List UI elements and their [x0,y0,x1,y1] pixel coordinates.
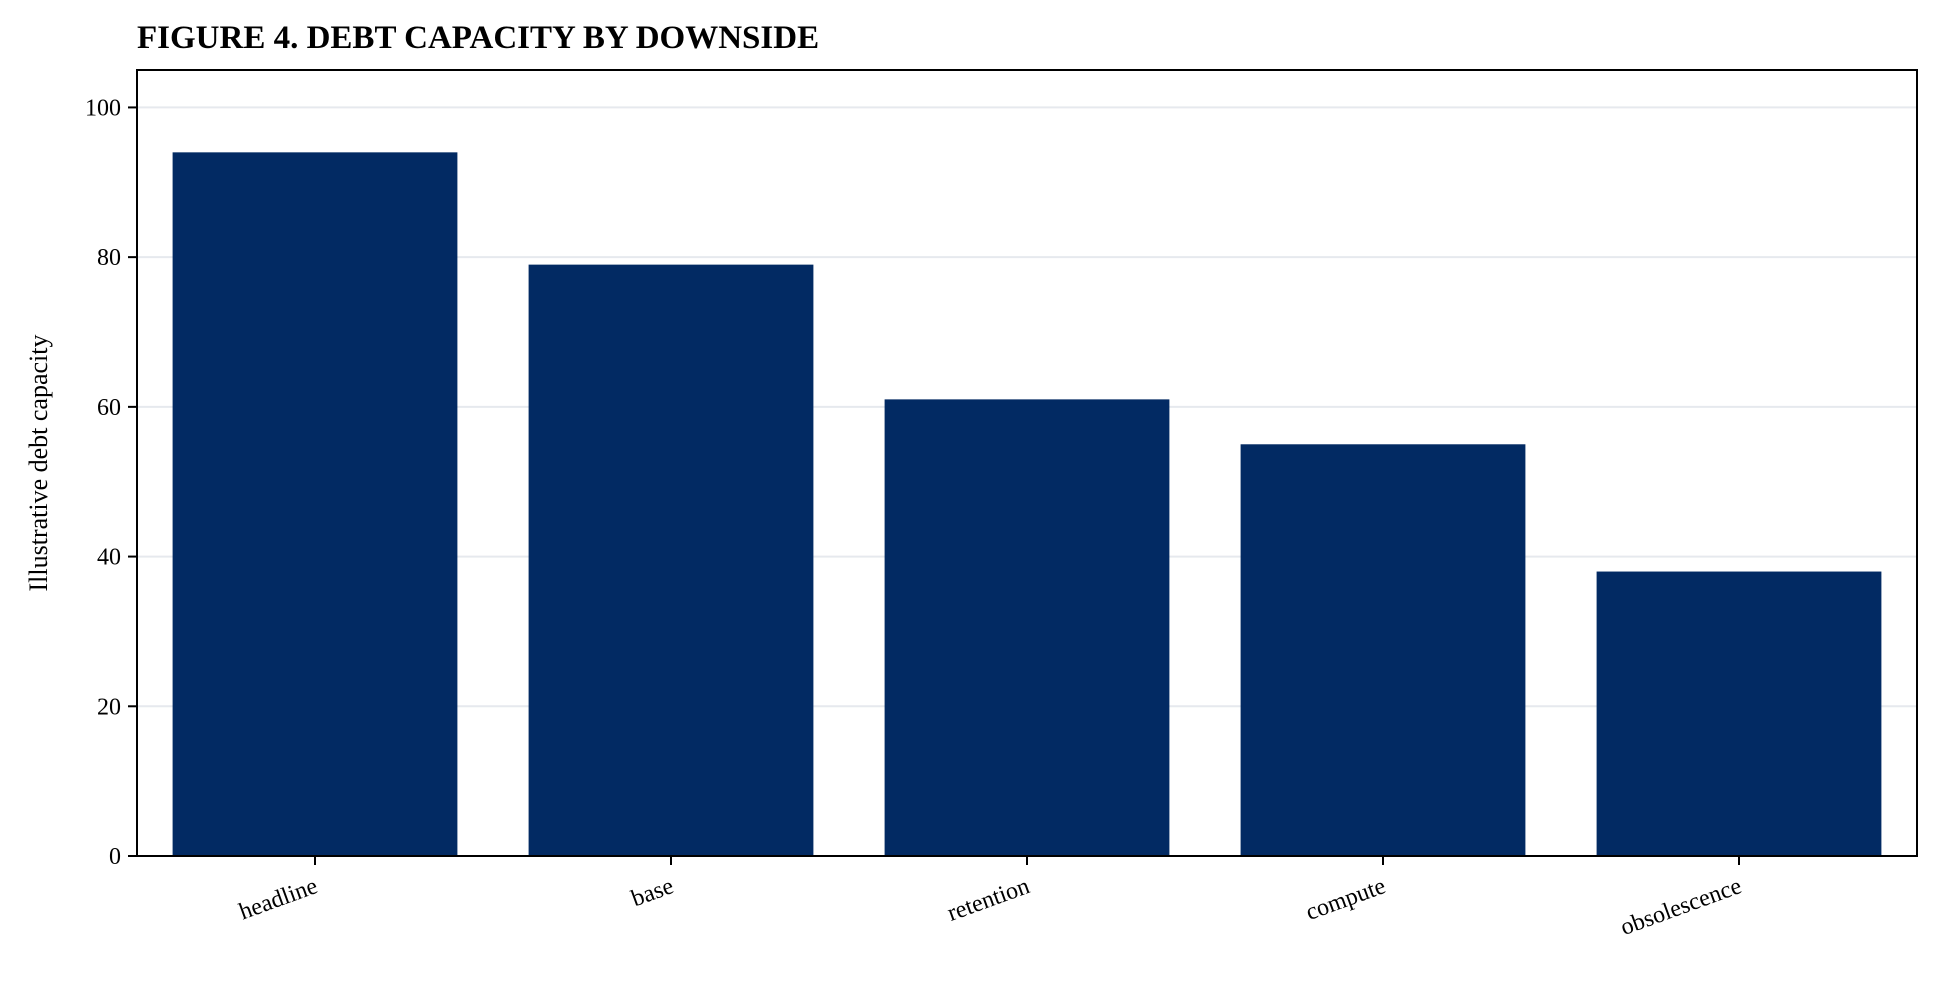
y-axis: 0 20 40 60 80 100 [85,95,137,870]
chart-title: FIGURE 4. DEBT CAPACITY BY DOWNSIDE [137,20,819,56]
bar-retention [884,399,1170,856]
y-tick-label: 40 [97,545,121,571]
bar-headline [172,152,458,857]
x-tick-label: compute [1303,873,1390,926]
bar-compute [1240,444,1526,856]
y-tick-label: 60 [97,395,121,421]
bar-base [528,264,814,857]
x-tick-label: obsolescence [1617,873,1745,941]
x-tick-label: retention [944,873,1033,927]
y-tick-label: 100 [85,95,121,121]
y-tick-label: 20 [97,694,121,720]
x-axis: headline base retention compute obsolescence [236,856,1745,941]
y-axis-label: Illustrative debt capacity [24,334,53,591]
x-tick-label: base [628,873,677,912]
bar-obsolescence [1596,571,1882,856]
bars [172,152,1882,857]
y-tick-label: 0 [109,844,121,870]
x-tick-label: headline [236,873,321,925]
y-tick-label: 80 [97,245,121,271]
